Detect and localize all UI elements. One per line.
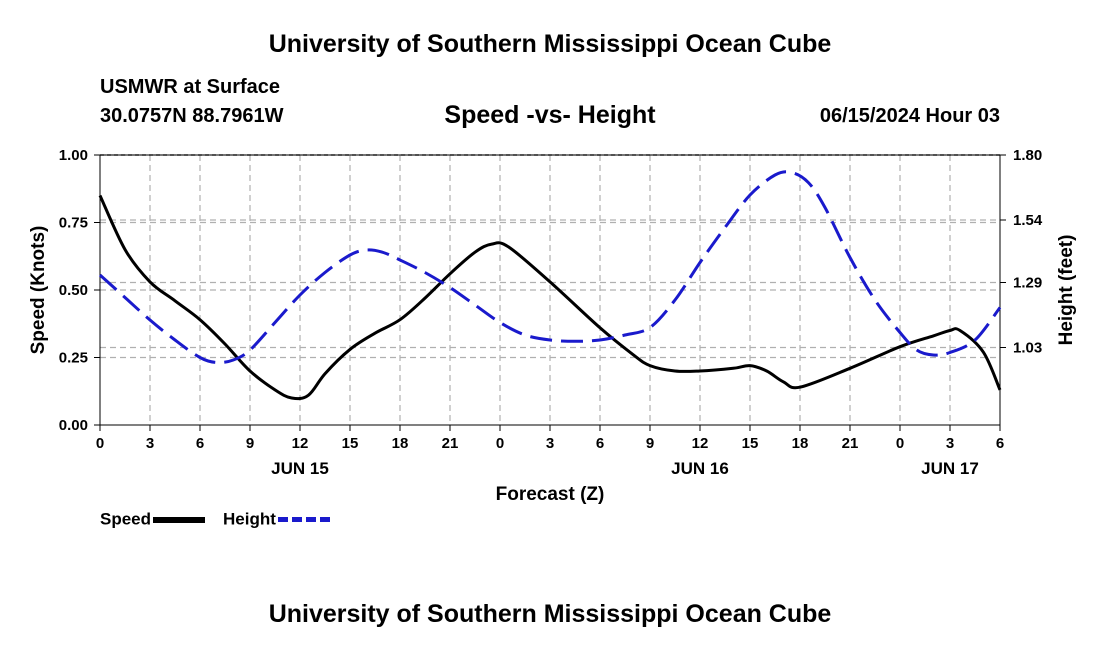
x-tick-label: 0: [896, 435, 904, 452]
x-tick-label: 9: [246, 435, 254, 452]
x-tick-label: 9: [646, 435, 654, 452]
x-tick-label: 18: [792, 435, 809, 452]
x-tick-label: 3: [946, 435, 954, 452]
y-axis-label: Speed (Knots): [28, 226, 49, 355]
y-tick-label: 0.00: [59, 417, 88, 434]
legend-speed-swatch: [153, 516, 206, 523]
y2-axis-label: Height (feet): [1056, 235, 1077, 346]
legend-height-swatch: [277, 517, 330, 523]
x-date-label: JUN 16: [671, 459, 729, 478]
grid: [100, 154, 1000, 425]
axes: 0 3 6 9 12 15 18 21 0 3 6 9 12 15 18 21 0 3 6 JUN 15 JUN 16 J…: [59, 147, 1043, 478]
station-name: USMWR at Surface: [100, 76, 281, 98]
footer-title: University of Southern Mississippi Ocean…: [268, 600, 832, 628]
x-date-label: JUN 15: [271, 459, 329, 478]
x-axis-label: Forecast (Z): [496, 484, 605, 505]
x-tick-label: 18: [392, 435, 409, 452]
y-tick-label: 1.00: [59, 147, 88, 164]
station-coordinates: 30.0757N 88.7961W: [100, 105, 284, 127]
x-tick-label: 6: [196, 435, 204, 452]
chart-title: Speed -vs- Height: [444, 101, 656, 129]
x-tick-label: 12: [692, 435, 709, 452]
y-tick-label: 0.50: [59, 282, 88, 299]
series-line-speed: [98, 194, 1002, 401]
y2-tick-label: 1.80: [1013, 147, 1042, 164]
x-tick-label: 12: [292, 435, 309, 452]
x-tick-label: 15: [342, 435, 359, 452]
x-tick-label: 21: [842, 435, 859, 452]
y-tick-label: 0.75: [59, 215, 88, 232]
x-date-label: JUN 17: [921, 459, 979, 478]
page-title: University of Southern Mississippi Ocean…: [268, 30, 832, 58]
series-line-height: [98, 170, 1002, 365]
y2-tick-label: 1.54: [1013, 212, 1043, 229]
x-tick-label: 21: [442, 435, 459, 452]
legend: Speed Height: [100, 509, 330, 530]
x-tick-label: 3: [146, 435, 154, 452]
x-tick-label: 3: [546, 435, 554, 452]
y2-tick-label: 1.29: [1013, 275, 1042, 292]
x-tick-label: 6: [596, 435, 604, 452]
series: [98, 170, 1002, 401]
legend-height-label: Height: [223, 509, 276, 529]
x-tick-label: 15: [742, 435, 759, 452]
x-tick-label: 0: [496, 435, 504, 452]
x-tick-label: 6: [996, 435, 1004, 452]
forecast-datetime: 06/15/2024 Hour 03: [819, 105, 1000, 127]
y2-tick-label: 1.03: [1013, 340, 1042, 357]
y-tick-label: 0.25: [59, 350, 88, 367]
legend-speed-label: Speed: [100, 509, 152, 529]
x-tick-label: 0: [96, 435, 104, 452]
